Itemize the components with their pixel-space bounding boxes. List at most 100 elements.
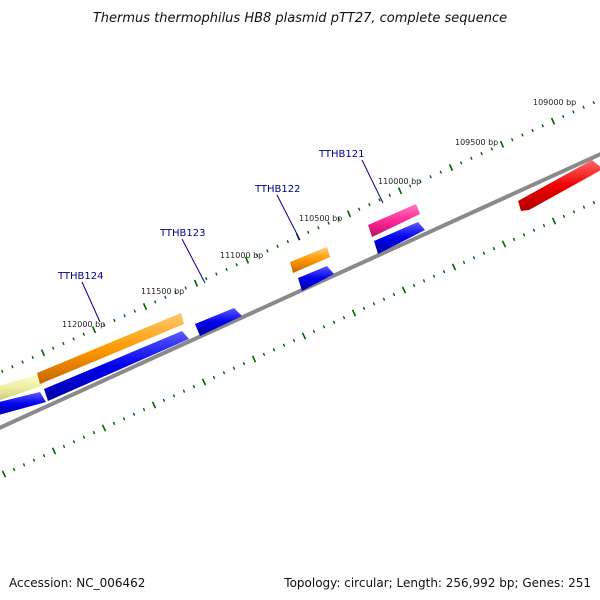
gene-label-tthb124[interactable]: TTHB124 [57,271,104,282]
outer-ring-tick [408,184,412,188]
outer-ring-tick [378,198,381,202]
inner-ring-tick [232,366,236,370]
inner-ring-tick [182,389,186,393]
gene-leader-tthb122 [276,194,301,241]
inner-ring-tick [92,430,96,435]
outer-ring-tick [225,267,228,272]
outer-ring-tick [193,279,199,287]
inner-ring-tick [82,435,86,439]
outer-ring-tick [470,156,473,160]
inner-ring-tick [382,297,386,301]
outer-ring-tick [419,179,422,184]
cds-arrow-5[interactable] [374,222,425,254]
inner-ring-tick [282,343,286,347]
position-label-112000: 112000 bp [62,320,105,329]
position-label-110000: 110000 bp [378,177,421,186]
inner-ring-tick [192,384,196,389]
position-label-109500: 109500 bp [455,138,498,147]
outer-ring-tick [40,349,46,357]
inner-ring-tick [362,306,366,311]
outer-ring-tick [286,240,290,244]
inner-ring-tick [262,352,266,357]
gene-label-tthb123[interactable]: TTHB123 [159,228,206,239]
outer-ring-tick [397,187,403,195]
outer-ring-tick [357,207,361,211]
outer-ring-tick [582,105,585,109]
position-label-110500: 110500 bp [299,214,342,223]
outer-ring-tick [91,326,97,334]
outer-ring-tick [306,230,310,234]
outer-ring-tick [174,290,177,295]
inner-ring-tick [522,233,526,237]
position-label-111500: 111500 bp [141,287,184,296]
outer-ring-tick [21,360,24,364]
inner-ring-tick [562,214,566,219]
outer-ring-tick [215,272,218,276]
outer-ring-tick [592,101,596,105]
outer-ring-tick [459,161,463,165]
inner-ring-tick [201,378,207,386]
inner-ring-tick [132,412,136,416]
inner-ring-tick [442,269,446,274]
inner-ring-tick [412,283,416,288]
cds-arrow-2[interactable] [44,331,189,401]
cds-arrow-3[interactable] [195,308,242,336]
inner-ring-tick [472,256,476,260]
inner-ring-tick [51,447,57,455]
gene-leader-tthb124 [81,281,101,323]
inner-ring-tick [172,394,176,398]
inner-ring-tick [372,302,376,306]
gene-feature-red[interactable] [518,160,600,211]
inner-ring-tick [251,355,257,363]
gene-feature-orange-tthb124[interactable] [37,313,184,384]
outer-ring-tick [521,133,524,137]
inner-ring-tick [462,260,466,265]
inner-ring-tick [551,217,557,225]
inner-ring-tick [312,329,316,334]
gene-leader-tthb123 [181,238,206,284]
inner-ring-tick [62,444,66,449]
cds-arrow-4[interactable] [298,266,334,291]
gene-feature-pale[interactable] [0,374,44,402]
outer-ring-tick [235,263,239,267]
inner-ring-tick [322,325,326,329]
outer-ring-tick [490,147,494,151]
inner-ring-tick [42,453,46,458]
outer-ring-tick [266,249,269,253]
accession-text: Accession: NC_006462 [9,576,146,590]
outer-ring-tick [31,355,35,360]
outer-ring-tick [499,140,505,148]
outer-ring-tick [388,193,392,197]
outer-ring-tick [480,151,483,156]
gene-feature-orange-tthb122[interactable] [290,247,330,273]
gene-feature-magenta-tthb121[interactable] [368,204,420,237]
gene-label-tthb121[interactable]: TTHB121 [318,149,365,160]
inner-ring-tick [22,463,26,467]
outer-ring-tick [184,286,188,290]
inner-ring-tick [142,407,146,412]
outer-ring-tick [82,332,86,336]
inner-tick-ring [1,200,596,478]
outer-ring-tick [204,277,208,281]
inner-ring-tick [572,210,576,214]
outer-ring-tick [561,114,565,119]
gene-label-tthb122[interactable]: TTHB122 [254,184,301,195]
inner-ring-tick [422,279,426,283]
outer-ring-tick [327,221,330,225]
outer-ring-tick [142,302,148,311]
outer-ring-tick [337,216,341,221]
outer-ring-tick [133,309,137,313]
inner-ring-tick [162,398,166,403]
inner-ring-tick [451,263,457,271]
outer-ring-tick [572,110,575,114]
outer-ring-tick [368,202,371,207]
position-label-109000: 109000 bp [533,98,576,107]
position-label-111000: 111000 bp [220,251,263,260]
gene-leader-tthb121 [361,159,384,204]
inner-ring-tick [112,421,116,426]
map-title: Thermus thermophilus HB8 plasmid pTT27, … [93,11,507,26]
inner-ring-tick [482,251,486,255]
outer-ring-tick [164,295,167,299]
outer-ring-tick [541,124,545,128]
cds-arrow-1[interactable] [0,392,46,416]
